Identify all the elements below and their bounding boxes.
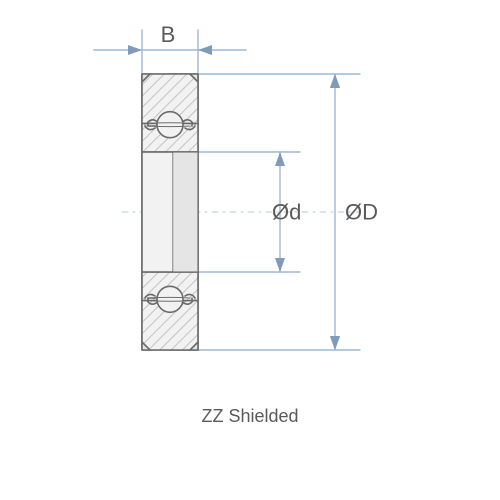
label-outer-dia: ØD <box>345 200 378 225</box>
dimension-lines <box>94 30 360 350</box>
label-inner-dia: Ød <box>272 200 301 225</box>
bearing-body <box>142 74 198 350</box>
diagram-caption: ZZ Shielded <box>0 406 500 427</box>
diagram-stage: B Ød ØD ZZ Shielded <box>0 0 500 500</box>
label-width-B: B <box>161 22 176 47</box>
